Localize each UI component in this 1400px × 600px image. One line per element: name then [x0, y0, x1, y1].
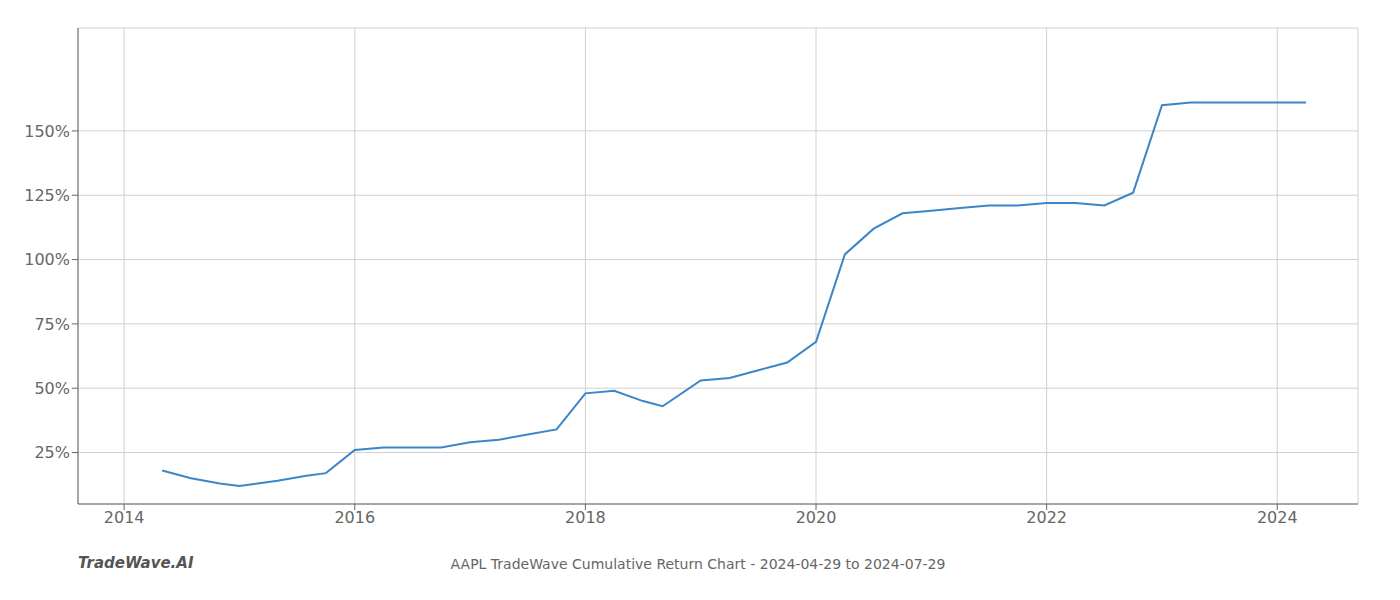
svg-text:125%: 125% — [24, 186, 70, 205]
svg-text:2014: 2014 — [104, 508, 145, 527]
svg-text:2018: 2018 — [565, 508, 606, 527]
html-text:AAPL TradeWave Cumulative Retu: AAPL TradeWave Cumulative Return Chart -… — [450, 556, 946, 572]
html-text:TradeWave.AI: TradeWave.AI — [78, 554, 194, 572]
svg-text:2024: 2024 — [1257, 508, 1298, 527]
svg-text:50%: 50% — [34, 379, 70, 398]
svg-text:100%: 100% — [24, 250, 70, 269]
svg-text:2020: 2020 — [796, 508, 837, 527]
svg-text:75%: 75% — [34, 315, 70, 334]
svg-text:150%: 150% — [24, 122, 70, 141]
svg-text:2016: 2016 — [334, 508, 375, 527]
svg-text:2022: 2022 — [1026, 508, 1067, 527]
svg-text:25%: 25% — [34, 443, 70, 462]
